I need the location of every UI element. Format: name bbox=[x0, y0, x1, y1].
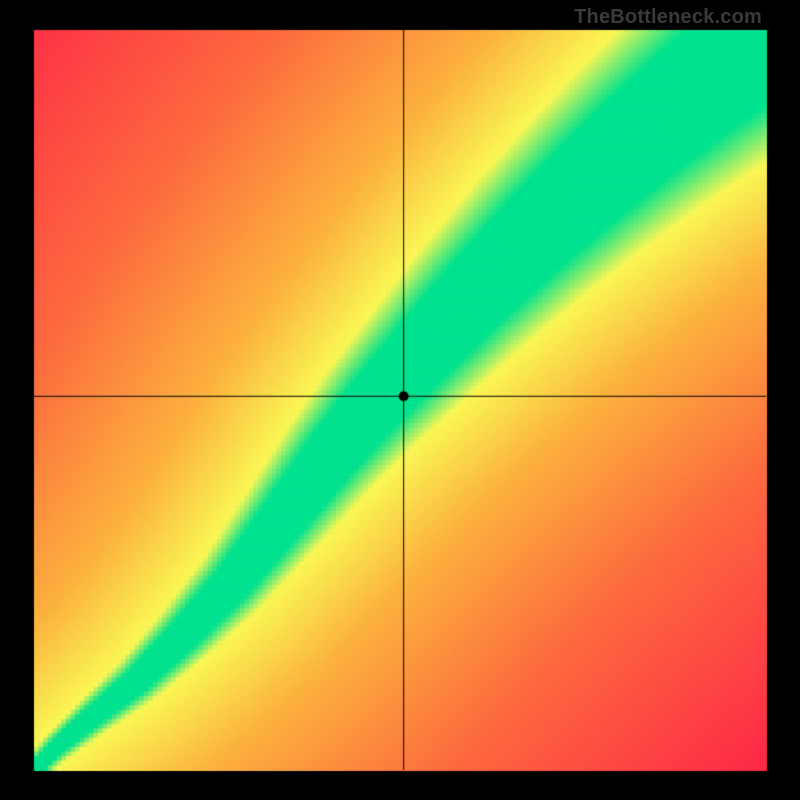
chart-container: TheBottleneck.com bbox=[0, 0, 800, 800]
watermark-text: TheBottleneck.com bbox=[574, 6, 762, 29]
bottleneck-heatmap bbox=[0, 0, 800, 800]
